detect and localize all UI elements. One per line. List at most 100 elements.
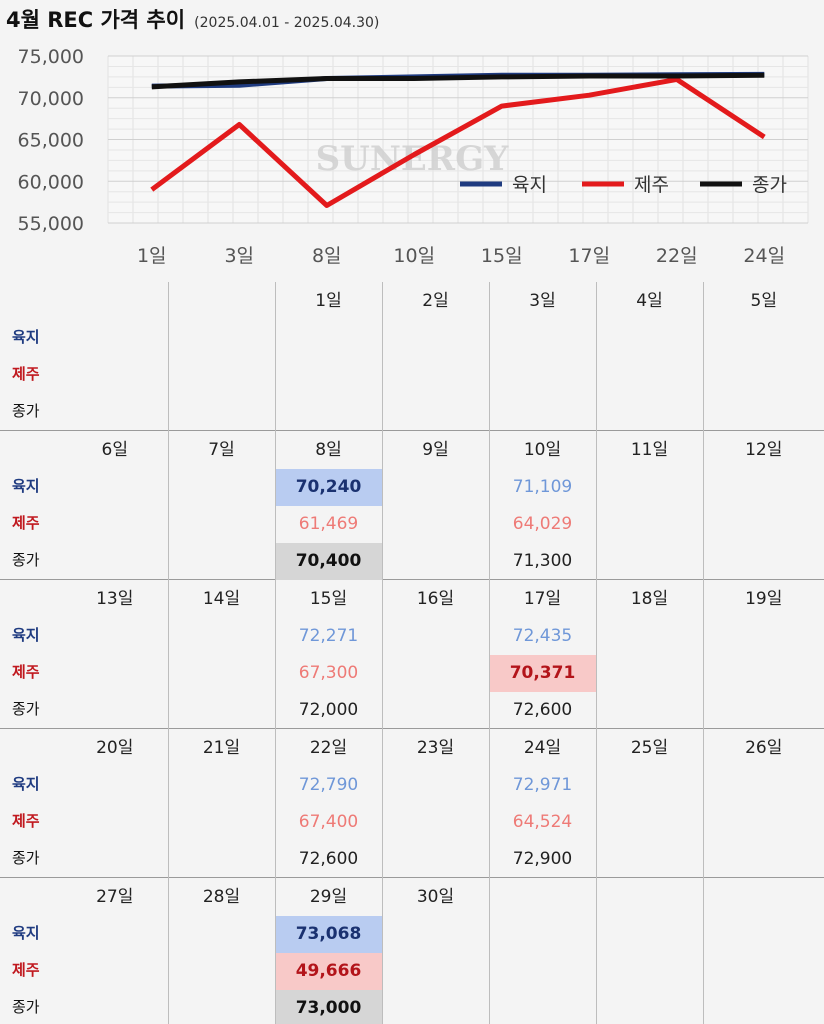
day-label [490,878,596,916]
price-value-jeju [597,506,703,543]
row-label: 종가 [12,849,40,867]
price-value-yuk: 72,435 [512,626,573,646]
price-value-jeju [383,953,489,990]
calendar-day-cell: 20일 [62,728,168,878]
calendar-week-row: 육지 제주 종가 6일 7일 8일 70,240 61,469 70,400 9일 10일 71,10… [0,430,824,580]
day-label: 7일 [208,440,235,460]
price-value-jeju: 64,029 [512,514,573,534]
day-label: 16일 [416,589,455,609]
price-value-total [597,542,703,579]
price-value-jeju [704,953,824,990]
calendar-day-cell: 16일 [381,579,489,729]
series-line-2 [150,76,766,208]
day-label: 26일 [745,738,783,758]
price-value-total [62,691,168,728]
row-label: 육지 [12,775,40,793]
price-value-jeju [597,953,703,990]
calendar-day-cell: 3일 [488,282,596,431]
price-value-jeju: 70,371 [489,655,596,692]
price-value-yuk [169,767,275,804]
day-label [62,282,168,320]
price-value-total [169,393,275,430]
price-value-yuk [704,469,824,506]
page-title: 4월 REC 가격 추이 (2025.04.01 - 2025.04.30) [6,4,379,34]
price-value-yuk [383,320,489,357]
y-tick-label: 55,000 [18,213,84,235]
day-label: 9일 [422,440,449,460]
calendar-day-cell: 25일 [595,728,703,878]
price-line-chart: 55,000 60,000 65,000 70,000 75,000 1일 3일 8일 10일 1… [18,46,809,267]
price-value-yuk [62,469,168,506]
calendar-day-cell: 8일 70,240 61,469 70,400 [274,430,382,580]
watermark: SUNERGY [316,139,509,179]
price-value-jeju [704,357,824,394]
price-value-total: 70,400 [275,543,382,580]
price-value-yuk [704,618,824,655]
price-value-jeju [62,506,168,543]
price-value-total [383,989,489,1024]
price-value-jeju [62,357,168,394]
calendar-week-row: 육지 제주 종가 13일 14일 15일 72,271 67,300 72,000 16일 17일 7… [0,579,824,729]
calendar-day-cell: 19일 [702,579,824,729]
row-label: 제주 [12,663,40,681]
day-label: 10일 [523,440,562,460]
calendar-day-cell: 9일 [381,430,489,580]
price-value-yuk [62,320,168,357]
calendar-day-cell: 1일 [274,282,382,431]
price-value-yuk [169,320,275,357]
calendar-day-cell: 10일 71,109 64,029 71,300 [488,430,596,580]
calendar-day-cell [702,877,824,1024]
day-label: 19일 [745,589,783,609]
price-value-total [383,393,489,430]
row-label-cell: 육지 제주 종가 [0,728,62,878]
price-value-total: 72,900 [512,849,573,869]
calendar-day-cell: 6일 [62,430,168,580]
day-label: 8일 [315,440,342,460]
price-value-total [383,840,489,877]
series-line-3 [151,72,765,90]
price-value-yuk: 72,971 [512,775,573,795]
price-value-jeju [169,506,275,543]
price-value-jeju: 61,469 [298,514,359,534]
price-value-jeju [383,655,489,692]
day-label: 11일 [630,440,669,460]
calendar-day-cell: 14일 [167,579,275,729]
price-value-yuk [62,916,168,953]
price-value-jeju [169,953,275,990]
price-value-jeju [383,804,489,841]
day-label: 28일 [202,887,241,907]
price-value-jeju [597,804,703,841]
price-value-total [597,989,703,1024]
calendar-day-cell: 7일 [167,430,275,580]
price-value-yuk: 72,790 [298,775,359,795]
calendar-day-cell: 23일 [381,728,489,878]
price-value-jeju [276,357,382,394]
price-value-yuk [490,320,596,357]
price-value-jeju: 67,300 [298,663,359,683]
day-label: 1일 [315,291,342,311]
price-value-total [276,393,382,430]
price-value-yuk [169,469,275,506]
price-calendar: 육지 제주 종가 1일 2일 3일 4일 5일 육지 제주 종가 6일 7일 8일 70,240 61,469… [0,282,824,1024]
price-value-yuk: 70,240 [275,469,382,506]
price-value-jeju [383,506,489,543]
price-value-total [597,393,703,430]
price-value-yuk [383,618,489,655]
price-value-yuk [169,916,275,953]
day-label: 5일 [750,291,777,311]
day-label: 17일 [523,589,562,609]
price-value-total [704,393,824,430]
day-label: 2일 [422,291,449,311]
row-label: 육지 [12,924,40,942]
day-label [169,282,275,320]
price-value-total [490,393,596,430]
y-tick-label: 75,000 [18,46,84,68]
price-value-yuk: 72,271 [298,626,359,646]
day-label: 3일 [529,291,556,311]
price-value-total [704,542,824,579]
price-value-total [704,691,824,728]
price-value-jeju [704,804,824,841]
x-tick-label: 10일 [393,245,435,267]
price-value-total: 73,000 [275,990,382,1024]
calendar-day-cell: 29일 73,068 49,666 73,000 [274,877,382,1024]
